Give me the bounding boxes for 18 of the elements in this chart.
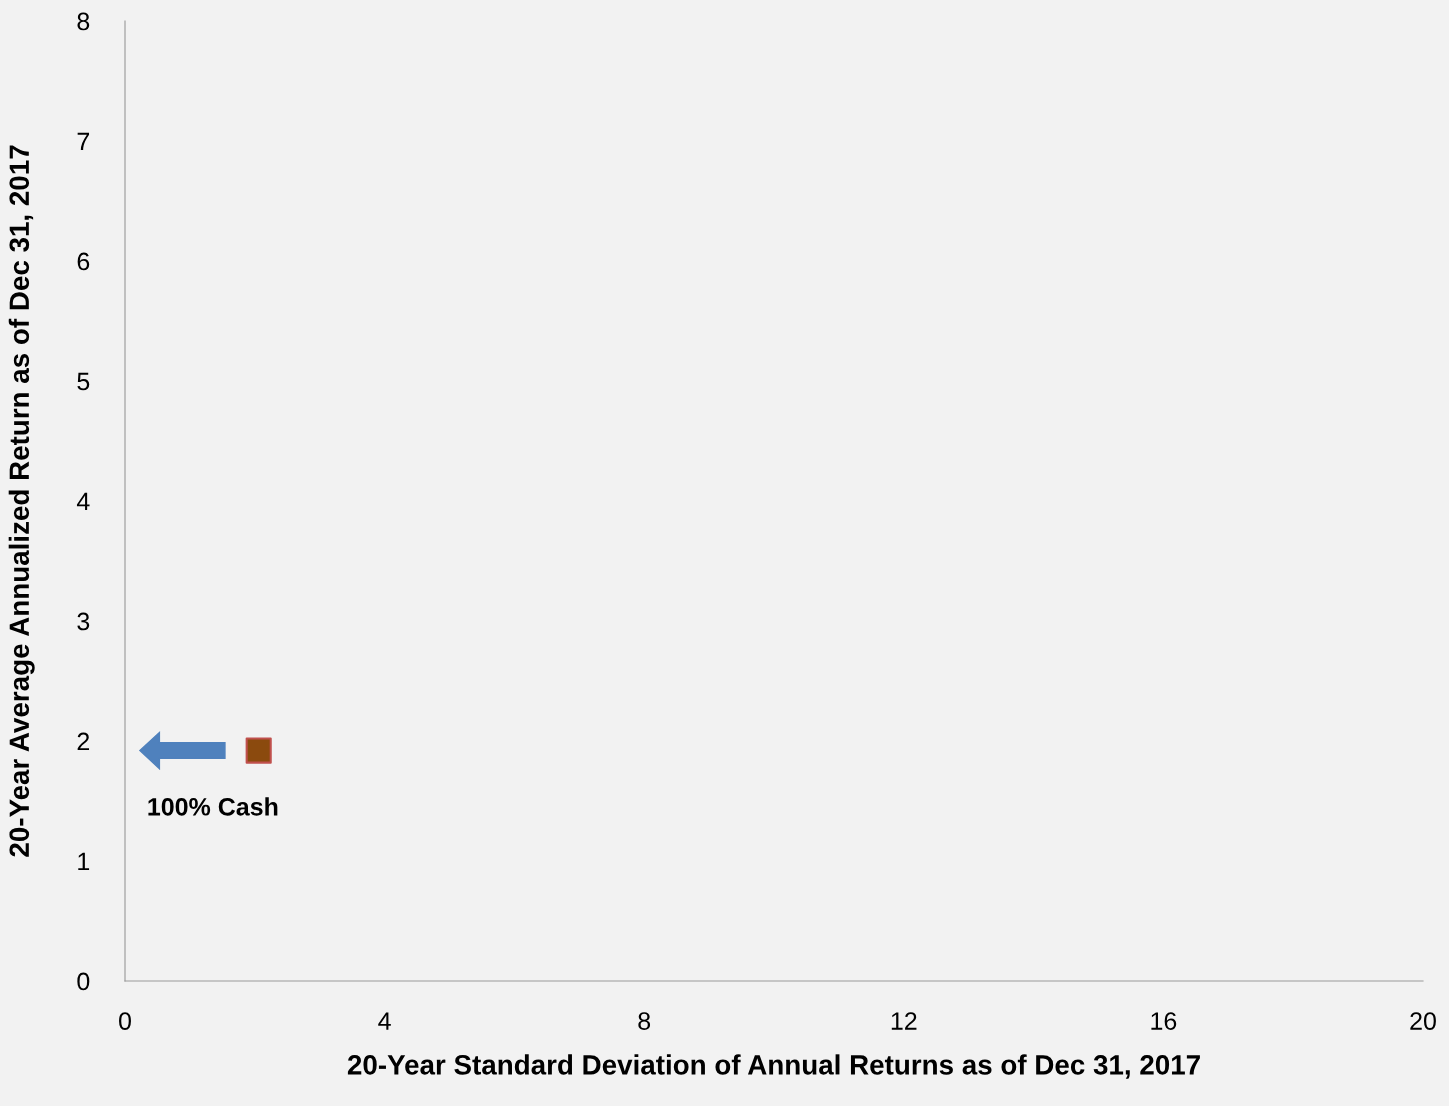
x-tick-label: 16: [1151, 1012, 1177, 1030]
annotation: 100% Cash: [148, 797, 278, 816]
y-tick-label: 4: [76, 492, 90, 511]
y-tick-label: 5: [77, 372, 90, 391]
y-tick-label: 8: [77, 12, 90, 31]
y-axis-title: 20-Year Average Annualized Return as of Dec 31, 2017: [8, 145, 35, 857]
x-tick-label: 12: [891, 1012, 917, 1030]
y-tick-label: 6: [77, 252, 90, 271]
y-tick-label: 0: [77, 972, 90, 991]
x-tick-label: 8: [638, 1012, 651, 1030]
y-tick-label: 3: [77, 612, 90, 631]
y-tick-label: 2: [77, 732, 90, 751]
y-tick-label: 1: [78, 852, 90, 871]
y-tick-label: 7: [77, 132, 90, 151]
x-tick-label: 0: [119, 1012, 131, 1030]
x-axis-title: 20-Year Standard Deviation of Annual Returns as of Dec 31, 2017: [347, 1054, 1200, 1079]
x-tick-label: 20: [1410, 1012, 1436, 1030]
x-tick-label: 4: [378, 1012, 391, 1030]
